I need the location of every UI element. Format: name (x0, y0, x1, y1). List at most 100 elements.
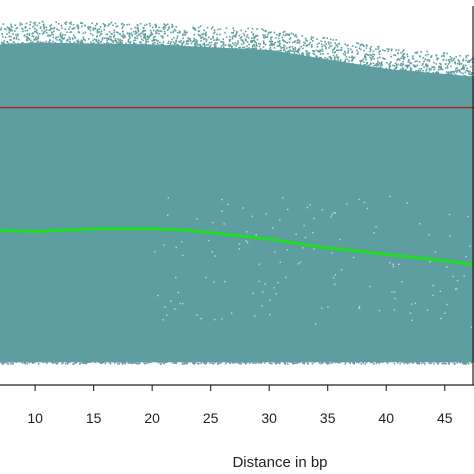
scatter-point (279, 54, 282, 57)
scatter-point (395, 71, 397, 74)
scatter-point (168, 26, 170, 28)
scatter-point (194, 42, 197, 44)
scatter-point (372, 53, 374, 56)
scatter-point (75, 362, 77, 364)
scatter-point (207, 360, 210, 362)
scatter-point (72, 34, 75, 37)
scatter-point (45, 360, 48, 362)
scatter-band-column (234, 48, 237, 363)
scatter-point (415, 360, 417, 363)
scatter-point (149, 34, 152, 36)
scatter-point (376, 62, 379, 64)
scatter-point (101, 47, 104, 49)
scatter-point (434, 76, 437, 78)
scatter-point (21, 42, 23, 44)
scatter-point (26, 36, 29, 39)
scatter-point (202, 47, 204, 49)
scatter-point (286, 363, 289, 365)
scatter-point (247, 361, 250, 363)
scatter-point (104, 44, 107, 47)
scatter-point (117, 47, 120, 50)
scatter-point (135, 47, 138, 50)
scatter-point (399, 69, 401, 72)
scatter-point (247, 51, 250, 54)
scatter-point (155, 360, 157, 363)
scatter-point (8, 44, 10, 47)
scatter-point (276, 361, 279, 364)
scatter-point (445, 77, 448, 80)
scatter-point (440, 76, 443, 79)
scatter-point (56, 39, 59, 41)
scatter-point (302, 58, 305, 61)
scatter-point (407, 362, 409, 365)
scatter-point (113, 29, 116, 32)
scatter-point (187, 47, 190, 49)
scatter-point (117, 38, 119, 40)
scatter-band-column (168, 45, 171, 363)
scatter-point (155, 48, 157, 51)
scatter-point (312, 52, 315, 55)
scatter-band-column (62, 42, 65, 363)
scatter-point (172, 44, 174, 47)
scatter-point (24, 29, 27, 32)
scatter-point (24, 361, 27, 363)
scatter-point (239, 37, 242, 39)
scatter-point (456, 62, 459, 65)
scatter-point (356, 68, 359, 70)
scatter-point (87, 360, 89, 362)
scatter-point (168, 47, 171, 50)
scatter-point (142, 39, 144, 42)
scatter-point (325, 60, 328, 63)
scatter-point (59, 40, 62, 43)
scatter-point (60, 46, 63, 48)
scatter-point (213, 360, 215, 362)
scatter-point (315, 58, 318, 60)
scatter-point (164, 361, 166, 363)
scatter-band-column (322, 58, 325, 363)
scatter-point (23, 46, 26, 49)
scatter-band-column (154, 44, 157, 363)
scatter-point (49, 29, 52, 31)
scatter-point (437, 57, 440, 60)
scatter-point (273, 43, 275, 45)
scatter-point (156, 39, 158, 42)
scatter-point (423, 66, 425, 68)
scatter-point (401, 67, 404, 69)
scatter-point (411, 361, 413, 364)
scatter-point (312, 57, 314, 60)
scatter-point (458, 70, 461, 73)
scatter-point (140, 41, 142, 43)
scatter-point (203, 29, 205, 32)
scatter-point (102, 46, 105, 48)
scatter-point (247, 27, 249, 30)
scatter-point (298, 47, 301, 50)
scatter-point (164, 46, 167, 49)
scatter-point (177, 31, 179, 34)
scatter-point (243, 48, 245, 51)
scatter-point (292, 48, 295, 51)
scatter-point (15, 36, 18, 39)
scatter-point (311, 46, 313, 48)
scatter-band-column (326, 59, 329, 363)
scatter-point (99, 47, 101, 50)
scatter-band-column (218, 47, 221, 363)
scatter-point (176, 360, 178, 363)
scatter-point (365, 47, 368, 49)
scatter-band-column (372, 66, 375, 363)
scatter-point (344, 58, 347, 61)
scatter-point (343, 60, 346, 63)
scatter-point (365, 44, 368, 46)
scatter-point (223, 49, 226, 51)
scatter-point (428, 60, 431, 62)
scatter-point (104, 24, 107, 27)
scatter-point (288, 41, 291, 44)
scatter-point (205, 40, 208, 42)
scatter-point (236, 52, 239, 55)
scatter-point (28, 27, 31, 30)
scatter-point (213, 51, 215, 53)
scatter-point (211, 50, 213, 53)
scatter-point (372, 62, 375, 65)
scatter-point (8, 31, 11, 34)
scatter-point (208, 45, 211, 48)
scatter-point (35, 36, 37, 39)
